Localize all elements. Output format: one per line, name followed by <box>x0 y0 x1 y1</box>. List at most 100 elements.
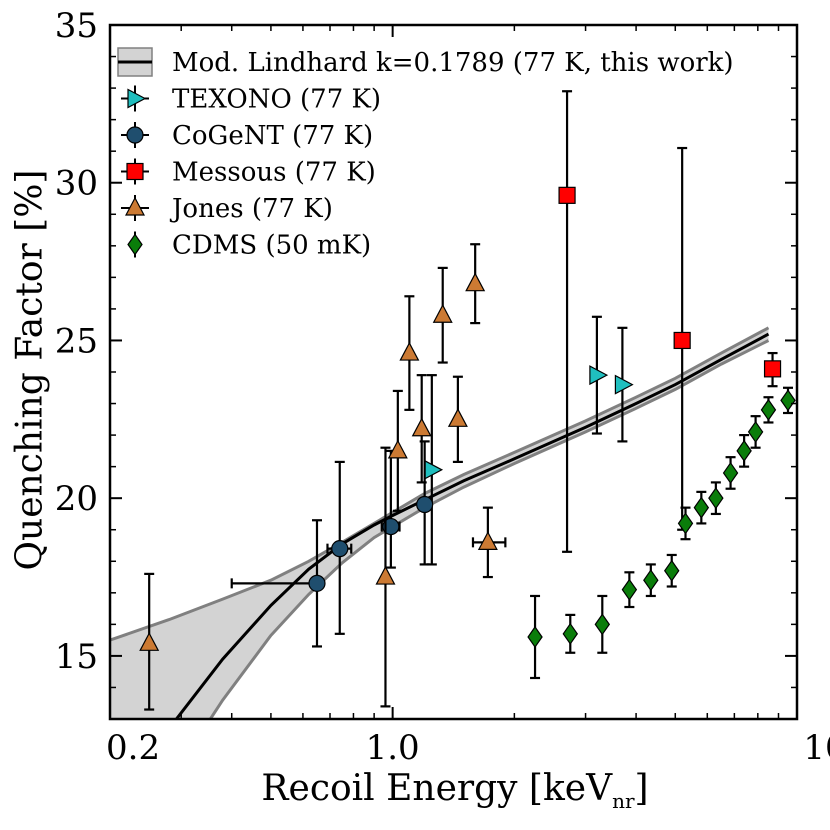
cdms-marker <box>708 487 724 510</box>
model-uncertainty-band <box>110 327 769 719</box>
cogent-marker <box>331 540 349 558</box>
messous-marker <box>763 360 782 378</box>
cogent-point <box>416 440 434 566</box>
legend-item-texono: TEXONO (77 K) <box>121 85 381 115</box>
cdms-marker <box>562 622 579 645</box>
jones-point <box>411 374 432 484</box>
legend-label: Jones (77 K) <box>169 194 333 224</box>
cdms-marker <box>594 613 611 636</box>
y-tick-label: 20 <box>55 479 98 519</box>
x-axis-title: Recoil Energy [keVnr] <box>0 768 830 813</box>
cdms-point <box>643 563 659 598</box>
jones-marker <box>411 417 432 437</box>
messous-point <box>558 90 576 553</box>
cdms-point <box>594 594 611 654</box>
jones-marker <box>375 565 396 585</box>
cdms-marker <box>747 420 764 443</box>
x-axis-title-main: Recoil Energy [keV <box>261 768 613 809</box>
jones-point <box>375 446 396 708</box>
cdms-point <box>760 396 777 424</box>
cdms-marker <box>643 569 659 592</box>
jones-point <box>399 295 420 411</box>
jones-point <box>432 266 453 364</box>
legend-marker-swatch <box>127 233 143 256</box>
legend-label: CDMS (50 mK) <box>172 231 371 261</box>
jones-point <box>471 506 507 579</box>
messous-point <box>763 351 782 388</box>
texono-marker <box>614 374 634 395</box>
cdms-marker <box>663 559 680 582</box>
jones-marker <box>387 439 408 459</box>
cdms-marker <box>677 512 694 535</box>
cogent-marker <box>416 495 434 514</box>
cdms-point <box>722 456 739 490</box>
cdms-point <box>527 594 543 680</box>
x-tick-label: 1.0 <box>366 728 420 768</box>
cdms-marker <box>780 389 796 412</box>
legend: Mod. Lindhard k=0.1789 (77 K, this work)… <box>117 47 734 261</box>
jones-marker <box>139 632 160 651</box>
cdms-marker <box>527 625 543 649</box>
cogent-point <box>380 449 401 569</box>
legend-item-model: Mod. Lindhard k=0.1789 (77 K, this work) <box>117 47 734 78</box>
model-line <box>174 332 770 719</box>
legend-marker-swatch <box>126 126 144 144</box>
model-band-upper-edge <box>110 326 770 642</box>
cdms-point <box>693 490 710 525</box>
y-axis-title: Quenching Factor [%] <box>9 169 51 571</box>
jones-point <box>387 389 408 512</box>
y-tick-label: 25 <box>55 321 98 361</box>
legend-item-cdms: CDMS (50 mK) <box>127 231 371 261</box>
legend-item-jones: Jones (77 K) <box>121 194 333 224</box>
y-tick-label: 15 <box>55 637 98 677</box>
texono-point <box>614 326 634 443</box>
cdms-marker <box>722 461 739 484</box>
cdms-marker <box>693 496 710 519</box>
model-band-layer <box>110 326 770 719</box>
messous-point <box>673 146 691 531</box>
legend-label: Mod. Lindhard k=0.1789 (77 K, this work) <box>172 48 734 78</box>
jones-marker <box>432 303 453 323</box>
messous-marker <box>673 331 691 350</box>
legend-item-cogent: CoGeNT (77 K) <box>121 121 373 151</box>
texono-marker <box>424 459 444 480</box>
axes-layer: 15 20 25 30 35 0.2 1.0 10 <box>55 6 830 768</box>
cdms-point <box>677 506 694 541</box>
cogent-marker <box>308 574 326 592</box>
cdms-point <box>663 553 680 588</box>
x-axis-title-end: ] <box>634 768 649 809</box>
cogent-point <box>326 460 353 635</box>
cdms-marker <box>621 578 638 601</box>
cdms-marker <box>736 439 752 462</box>
cdms-point <box>747 415 764 449</box>
texono-marker <box>589 365 609 386</box>
jones-marker <box>465 272 486 292</box>
data-points-layer <box>139 90 796 711</box>
legend-marker-swatch <box>127 88 147 109</box>
legend-marker-swatch <box>125 196 145 216</box>
legend-label: Messous (77 K) <box>172 158 376 188</box>
cdms-point <box>562 613 579 654</box>
jones-marker <box>447 408 468 427</box>
cogent-point <box>230 519 326 648</box>
cdms-point <box>780 386 796 415</box>
cdms-marker <box>760 398 777 421</box>
messous-marker <box>558 186 576 204</box>
jones-marker <box>477 531 498 550</box>
jones-point <box>447 375 468 464</box>
cdms-point <box>736 433 752 468</box>
cdms-point <box>621 571 638 609</box>
jones-marker <box>399 341 420 361</box>
legend-item-messous: Messous (77 K) <box>121 158 376 188</box>
texono-point <box>424 374 444 566</box>
x-axis-title-subscript: nr <box>612 789 635 813</box>
y-tick-label: 30 <box>55 164 98 204</box>
y-tick-label: 35 <box>55 6 98 46</box>
jones-point <box>139 572 160 711</box>
legend-marker-swatch <box>126 162 144 181</box>
cdms-point <box>708 481 724 516</box>
jones-point <box>465 243 486 325</box>
legend-label: CoGeNT (77 K) <box>172 121 373 151</box>
legend-label: TEXONO (77 K) <box>172 85 381 115</box>
